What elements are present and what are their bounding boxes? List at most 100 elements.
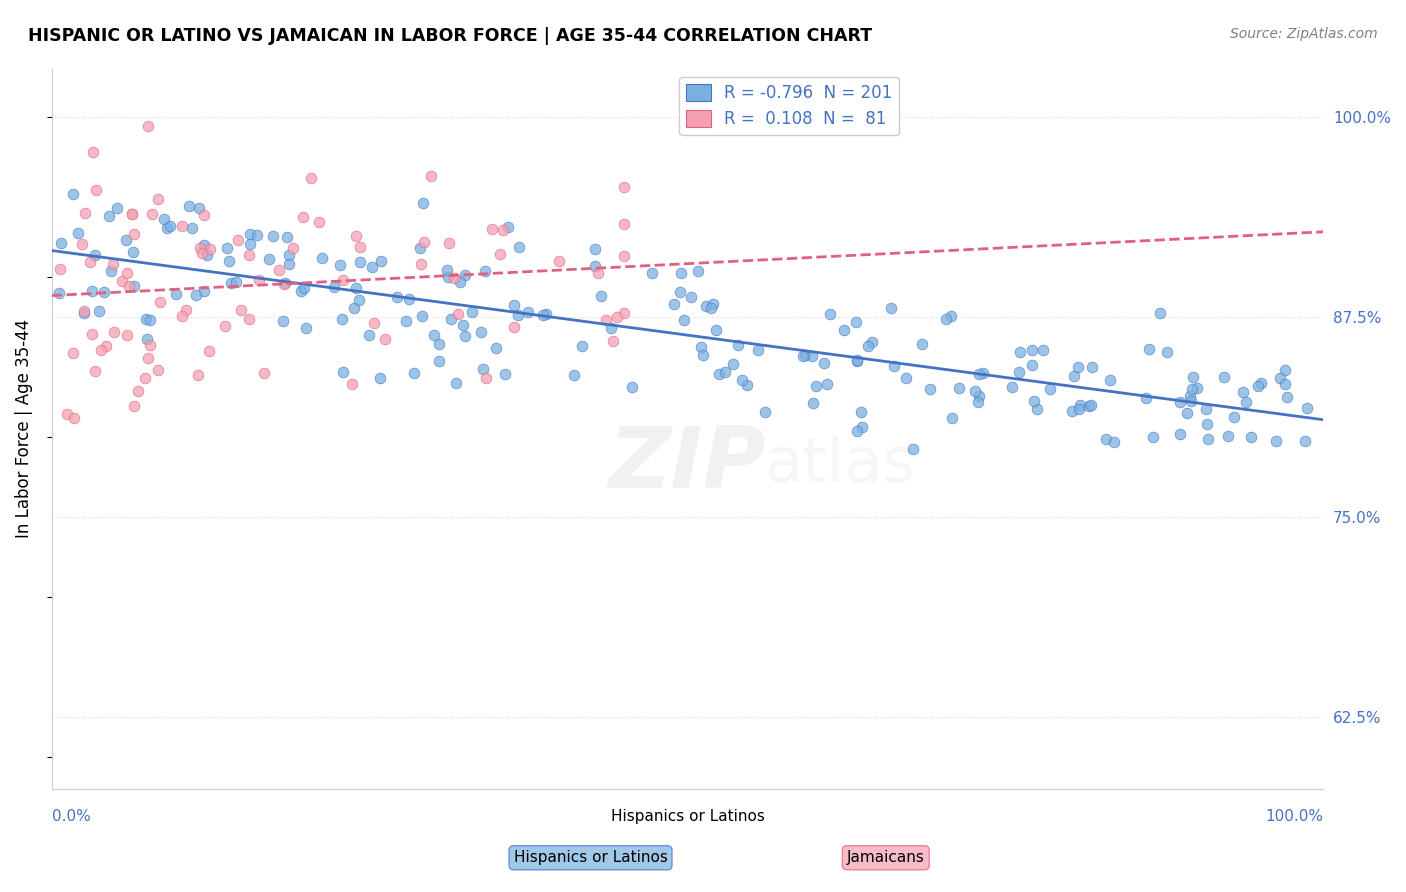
Point [225, 275, 247, 289]
Text: Jamaicans: Jamaicans [846, 850, 925, 865]
Point [856, 339, 879, 353]
Point [148, 192, 170, 206]
Point [679, 290, 702, 304]
Point [103, 326, 125, 340]
Point [1234, 395, 1257, 409]
Point [474, 264, 496, 278]
Point [427, 336, 450, 351]
Point [100, 264, 122, 278]
Point [219, 277, 242, 291]
Point [845, 352, 868, 367]
Point [273, 277, 295, 291]
Point [1026, 402, 1049, 417]
Point [177, 199, 200, 213]
Point [80, 326, 103, 341]
Point [818, 307, 841, 321]
Point [506, 309, 529, 323]
Point [146, 363, 169, 377]
Point [1081, 360, 1104, 375]
Point [292, 211, 315, 225]
Point [238, 248, 260, 262]
Point [342, 376, 364, 391]
Point [349, 255, 371, 269]
Point [595, 313, 617, 327]
Point [190, 241, 212, 255]
Point [706, 323, 728, 337]
Point [707, 368, 730, 382]
Point [114, 233, 136, 247]
Point [735, 378, 758, 392]
Point [370, 254, 392, 268]
Point [1080, 398, 1102, 412]
Point [412, 196, 434, 211]
Point [124, 279, 146, 293]
Point [124, 400, 146, 414]
Point [449, 275, 471, 289]
Point [1142, 430, 1164, 444]
Point [122, 227, 145, 241]
Point [941, 411, 963, 425]
Point [571, 339, 593, 353]
Point [66, 226, 89, 240]
Point [1232, 384, 1254, 399]
Point [860, 334, 883, 349]
Point [1195, 401, 1218, 416]
Point [121, 207, 143, 221]
Point [690, 340, 713, 354]
Point [105, 201, 128, 215]
Point [218, 254, 240, 268]
Point [48, 286, 70, 301]
Point [226, 233, 249, 247]
Point [246, 227, 269, 242]
Point [294, 281, 316, 295]
Point [139, 338, 162, 352]
Point [357, 327, 380, 342]
Point [155, 220, 177, 235]
Point [1060, 404, 1083, 418]
Point [274, 277, 297, 291]
Point [1039, 382, 1062, 396]
Point [1181, 370, 1204, 384]
Point [1168, 427, 1191, 442]
Point [121, 206, 143, 220]
Point [948, 381, 970, 395]
Point [172, 309, 194, 323]
Point [1135, 391, 1157, 405]
Text: Source: ZipAtlas.com: Source: ZipAtlas.com [1230, 27, 1378, 41]
Point [1264, 434, 1286, 448]
Point [62, 187, 84, 202]
Point [700, 301, 723, 315]
Point [440, 312, 463, 326]
Point [308, 215, 330, 229]
Text: HISPANIC OR LATINO VS JAMAICAN IN LABOR FORCE | AGE 35-44 CORRELATION CHART: HISPANIC OR LATINO VS JAMAICAN IN LABOR … [28, 27, 872, 45]
Point [963, 384, 986, 399]
Point [454, 268, 477, 282]
Point [411, 257, 433, 271]
Point [436, 263, 458, 277]
Point [583, 242, 606, 256]
Point [94, 339, 117, 353]
Point [1077, 399, 1099, 413]
Point [1250, 376, 1272, 391]
Text: Hispanics or Latinos: Hispanics or Latinos [513, 850, 668, 865]
Point [84, 183, 107, 197]
Point [444, 376, 467, 390]
Point [1094, 432, 1116, 446]
Point [437, 235, 460, 250]
Point [136, 351, 159, 366]
Point [794, 348, 817, 362]
Point [98, 209, 121, 223]
Point [613, 217, 636, 231]
Point [311, 251, 333, 265]
Point [187, 368, 209, 383]
Point [361, 260, 384, 274]
Point [533, 308, 555, 322]
Point [849, 405, 872, 419]
Point [485, 341, 508, 355]
Point [299, 171, 322, 186]
Point [470, 325, 492, 339]
Point [294, 321, 316, 335]
Point [349, 293, 371, 308]
Point [1197, 432, 1219, 446]
Point [229, 303, 252, 318]
